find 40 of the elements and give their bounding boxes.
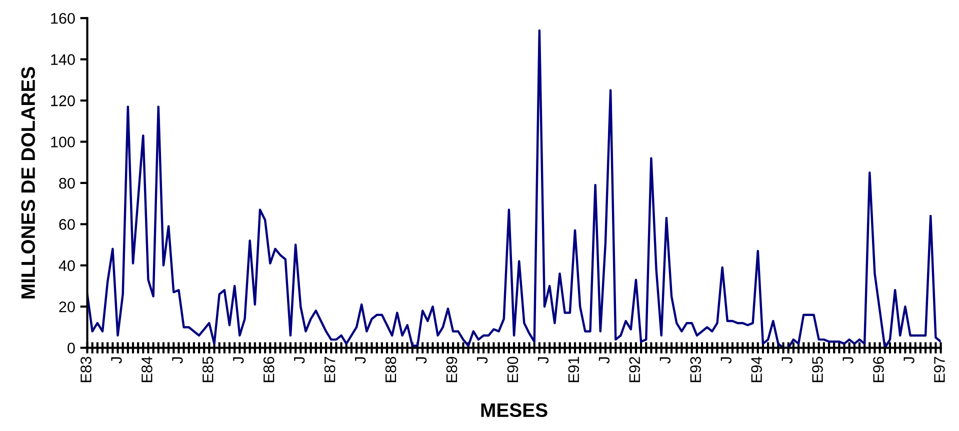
x-tick-label: E95 <box>812 356 823 382</box>
x-tick-label: J <box>355 357 366 364</box>
x-tick-label: J <box>111 357 122 364</box>
x-tick-label: E93 <box>690 356 702 382</box>
x-tick-label: E94 <box>751 356 762 382</box>
x-tick-label: J <box>720 357 732 364</box>
x-tick-label: J <box>416 357 427 364</box>
x-tick-label: E92 <box>629 356 640 382</box>
x-tick-label: J <box>294 357 305 364</box>
y-tick-label: 120 <box>51 95 75 106</box>
x-tick-label: E88 <box>385 356 396 382</box>
x-tick-label: E85 <box>202 356 214 382</box>
y-tick-label: 140 <box>51 54 75 66</box>
y-tick-label: 40 <box>58 260 75 272</box>
y-axis-title: MILLONES DE DOLARES <box>21 67 36 298</box>
x-tick-label: E89 <box>446 356 458 382</box>
x-tick-label: J <box>233 357 244 364</box>
x-tick-label: E91 <box>568 356 580 382</box>
x-tick-label: J <box>660 357 671 364</box>
x-tick-label: J <box>782 357 792 364</box>
y-tick-label: 0 <box>68 342 75 354</box>
x-tick-label: E86 <box>263 356 274 382</box>
x-tick-label: E84 <box>142 356 152 382</box>
y-tick-label: 20 <box>59 301 75 312</box>
x-tick-label: J <box>538 357 549 364</box>
x-tick-label: J <box>842 357 854 364</box>
y-tick-label: 100 <box>51 136 75 148</box>
x-axis-title: MESES <box>481 403 548 418</box>
x-tick-label: J <box>598 357 610 364</box>
x-tick-label: J <box>904 357 914 364</box>
y-tick-label: 60 <box>59 219 75 230</box>
x-tick-label: J <box>476 357 488 364</box>
x-tick-label: E87 <box>324 356 336 382</box>
x-tick-label: E90 <box>507 356 518 382</box>
y-tick-label: 80 <box>59 178 75 189</box>
x-tick-label: E97 <box>934 356 945 382</box>
x-tick-label: J <box>172 357 183 364</box>
y-tick-label: 160 <box>51 12 75 24</box>
x-tick-label: E83 <box>80 356 92 382</box>
x-tick-label: E96 <box>873 356 884 382</box>
